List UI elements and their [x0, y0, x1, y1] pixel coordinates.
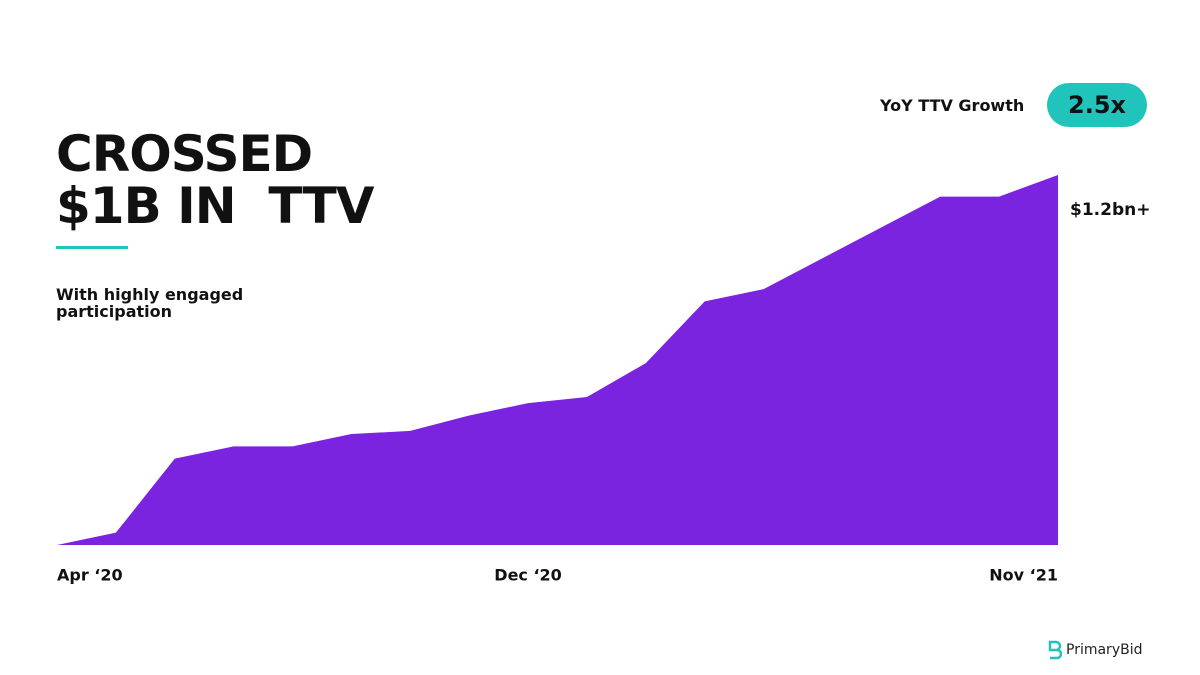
x-tick-label: Dec ‘20	[494, 566, 562, 585]
subtitle: With highly engaged participation	[56, 285, 244, 321]
title-underline	[56, 246, 128, 249]
end-label: $1.2bn+	[1070, 200, 1151, 220]
x-tick-label: Apr ‘20	[57, 566, 123, 585]
logo-icon	[1048, 640, 1062, 660]
area	[57, 175, 1058, 545]
badge: 2.5x	[1047, 83, 1147, 127]
x-tick-label: Nov ‘21	[989, 566, 1058, 585]
title-line: $1B IN TTV	[56, 177, 374, 235]
title-line: CROSSED	[56, 125, 313, 183]
brand: PrimaryBid	[1066, 642, 1143, 658]
title: CROSSED $1B IN TTV	[56, 125, 374, 235]
badge-label: YoY TTV Growth	[880, 96, 1025, 115]
